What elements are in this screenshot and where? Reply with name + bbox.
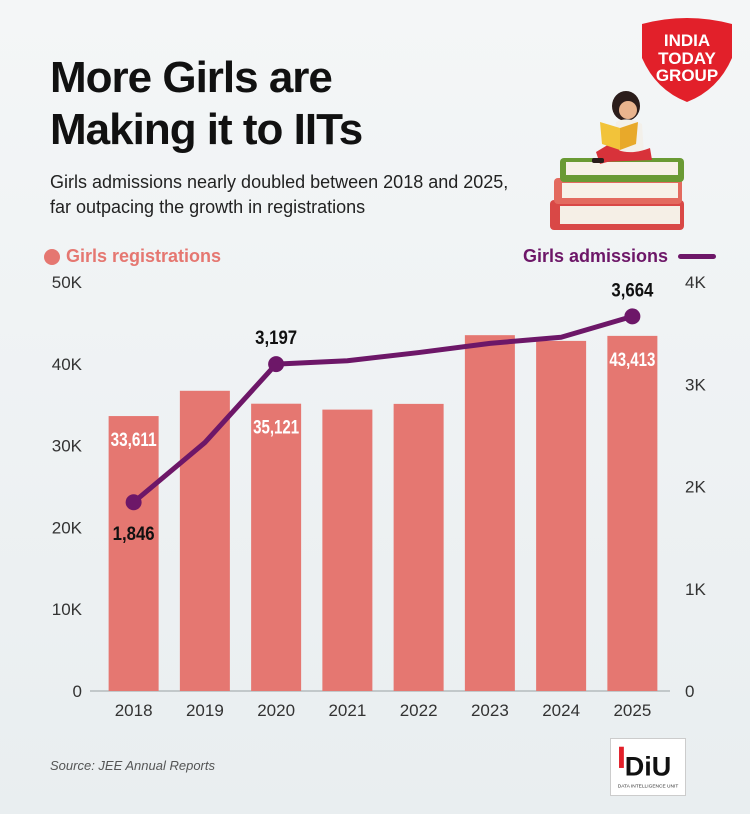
x-axis-tick-label: 2023 xyxy=(471,701,509,720)
admissions-data-label: 3,197 xyxy=(255,328,297,349)
admissions-line xyxy=(131,313,635,505)
chart-subtitle: Girls admissions nearly doubled between … xyxy=(50,172,509,217)
right-axis-tick-label: 0 xyxy=(685,682,694,701)
x-axis-tick-label: 2020 xyxy=(257,701,295,720)
title-line-2: Making it to IITs xyxy=(50,105,363,154)
right-axis-tick-label: 1K xyxy=(685,580,706,599)
logo-text-1: INDIA xyxy=(664,31,710,50)
india-today-group-logo: INDIA TODAY GROUP xyxy=(642,18,732,102)
x-axis-tick-label: 2018 xyxy=(115,701,153,720)
bar xyxy=(251,403,302,691)
left-axis-tick-label: 20K xyxy=(52,518,83,537)
right-axis-tick-label: 3K xyxy=(685,375,706,394)
legend-registrations-swatch xyxy=(44,248,60,265)
x-axis-tick-label: 2025 xyxy=(613,701,651,720)
left-axis-tick-label: 0 xyxy=(73,682,82,701)
legend-admissions: Girls admissions xyxy=(523,246,716,267)
bar xyxy=(108,416,159,691)
diu-logo: DiU DATA INTELLIGENCE UNIT xyxy=(610,738,686,796)
admissions-point xyxy=(125,494,142,511)
x-axis-tick-label: 2021 xyxy=(328,701,366,720)
bar xyxy=(322,409,373,691)
legend-registrations-label: Girls registrations xyxy=(66,246,222,266)
bar-data-label: 43,413 xyxy=(609,350,655,371)
right-axis-tick-label: 2K xyxy=(685,478,706,497)
girl-reading-on-books-illustration xyxy=(550,91,684,230)
right-axis-tick-label: 4K xyxy=(685,273,706,292)
admissions-data-label: 1,846 xyxy=(113,524,155,545)
legend-admissions-swatch xyxy=(678,254,716,259)
x-axis-tick-label: 2022 xyxy=(400,701,438,720)
admissions-point xyxy=(624,308,641,325)
x-axis-tick-label: 2024 xyxy=(542,701,580,720)
bar xyxy=(464,335,515,691)
bar xyxy=(179,390,230,691)
bar-data-label: 35,121 xyxy=(253,418,299,439)
bar-data-label: 33,611 xyxy=(111,430,157,451)
title-line-1: More Girls are xyxy=(50,53,333,102)
legend-admissions-label: Girls admissions xyxy=(522,246,668,266)
logo-text-3: GROUP xyxy=(656,66,718,85)
bar xyxy=(536,340,587,691)
admissions-point xyxy=(268,356,285,373)
diu-letters: DiU xyxy=(625,752,672,782)
left-axis-tick-label: 10K xyxy=(52,600,83,619)
left-axis-tick-label: 30K xyxy=(52,437,83,456)
x-axis-tick-label: 2019 xyxy=(186,701,224,720)
left-axis-tick-label: 50K xyxy=(52,273,83,292)
chart-title: More Girls are Making it to IITs xyxy=(50,52,363,156)
admissions-data-label: 3,664 xyxy=(611,280,653,301)
left-axis-tick-label: 40K xyxy=(52,355,83,374)
legend-registrations: Girls registrations xyxy=(44,246,221,267)
source-note: Source: JEE Annual Reports xyxy=(50,758,215,773)
logo-text-2: TODAY xyxy=(658,49,716,68)
bar xyxy=(393,403,444,691)
bar xyxy=(607,335,658,691)
diu-caption: DATA INTELLIGENCE UNIT xyxy=(618,783,679,789)
